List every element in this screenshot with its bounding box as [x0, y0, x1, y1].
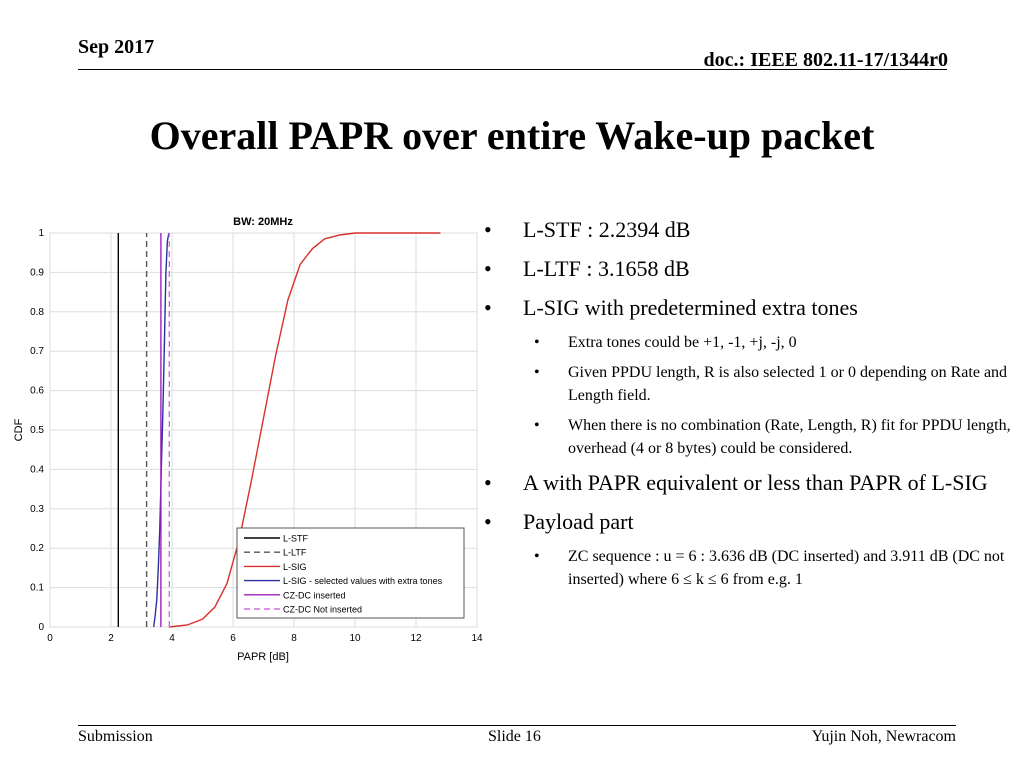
legend-label: L-SIG - selected values with extra tones [283, 576, 443, 586]
bullet-marker: • [534, 417, 540, 434]
y-tick-label: 0.4 [30, 464, 44, 475]
footer-submission: Submission [78, 728, 153, 745]
legend-label: L-LTF [283, 548, 307, 558]
legend-label: CZ-DC inserted [283, 590, 346, 600]
legend-box [236, 527, 465, 619]
y-axis-label: CDF [13, 418, 25, 441]
bullet-item: • L-STF : 2.2394 dB [478, 214, 1018, 245]
papr-cdf-chart: 0 2 4 6 8 10 12 14 0 0.1 0.2 0.3 0.4 0.5 0.6 0.7 0.8 0.9… [13, 216, 483, 663]
bullet-item: • A with PAPR equivalent or less than PAP… [478, 467, 1018, 498]
y-tick-label: 0.9 [30, 267, 44, 278]
series-line-2 [168, 232, 441, 628]
legend-label: L-STF [283, 534, 309, 544]
bullet-text: ZC sequence : u = 6 : 3.636 dB (DC inser… [568, 548, 1005, 588]
footer-slide-number: Slide 16 [488, 728, 541, 745]
bullet-text: A with PAPR equivalent or less than PAPR… [523, 470, 988, 495]
header-date: Sep 2017 [78, 36, 155, 58]
y-tick-label: 0.5 [30, 425, 44, 436]
x-tick-label: 2 [108, 633, 114, 644]
bullet-text: When there is no combination (Rate, Leng… [568, 417, 1011, 457]
legend-label: L-SIG [283, 562, 307, 572]
bullet-text: L-STF : 2.2394 dB [523, 217, 691, 242]
sub-bullet-item: • When there is no combination (Rate, Len… [478, 414, 1018, 460]
x-tick-label: 10 [349, 633, 361, 644]
bullet-marker: • [484, 256, 492, 281]
y-tick-label: 0.6 [30, 386, 44, 397]
bullet-marker: • [484, 470, 492, 495]
bullet-text: L-LTF : 3.1658 dB [523, 256, 690, 281]
x-tick-labels: 0 2 4 6 8 10 12 14 [47, 633, 483, 644]
y-tick-label: 1 [38, 228, 44, 239]
footer-divider [78, 725, 956, 726]
y-tick-label: 0.8 [30, 307, 44, 318]
chart-title: BW: 20MHz [233, 216, 293, 228]
x-tick-label: 12 [410, 633, 422, 644]
y-tick-label: 0.7 [30, 346, 44, 357]
x-tick-label: 6 [230, 633, 236, 644]
sub-bullet-item: • Given PPDU length, R is also selected 1… [478, 361, 1018, 407]
bullet-item: • Payload part [478, 506, 1018, 537]
bullet-marker: • [534, 364, 540, 381]
bullet-text: Given PPDU length, R is also selected 1 … [568, 364, 1008, 404]
header-divider [78, 69, 947, 70]
chart-series [117, 232, 441, 628]
bullet-marker: • [484, 509, 492, 534]
x-tick-label: 4 [169, 633, 175, 644]
footer-author: Yujin Noh, Newracom [811, 728, 956, 745]
bullet-marker: • [534, 334, 540, 351]
y-tick-label: 0.2 [30, 543, 44, 554]
bullet-text: L-SIG with predetermined extra tones [523, 295, 858, 320]
y-tick-label: 0 [38, 622, 44, 633]
y-tick-label: 0.1 [30, 583, 44, 594]
bullet-marker: • [534, 548, 540, 565]
sub-bullet-item: • ZC sequence : u = 6 : 3.636 dB (DC ins… [478, 545, 1018, 591]
header-doc-id: doc.: IEEE 802.11-17/1344r0 [703, 49, 948, 71]
y-tick-labels: 0 0.1 0.2 0.3 0.4 0.5 0.6 0.7 0.8 0.9 1 [30, 228, 44, 633]
bullet-list: • L-STF : 2.2394 dB • L-LTF : 3.1658 dB • L-S… [478, 214, 1018, 598]
bullet-marker: • [484, 217, 492, 242]
x-tick-label: 8 [291, 633, 297, 644]
sub-bullet-item: • Extra tones could be +1, -1, +j, -j, 0 [478, 331, 1018, 354]
bullet-item: • L-LTF : 3.1658 dB [478, 253, 1018, 284]
legend-label: CZ-DC Not inserted [283, 605, 362, 615]
x-tick-label: 14 [471, 633, 483, 644]
chart-grid [49, 232, 478, 628]
y-tick-label: 0.3 [30, 504, 44, 515]
x-tick-label: 0 [47, 633, 53, 644]
bullet-text: Extra tones could be +1, -1, +j, -j, 0 [568, 334, 797, 351]
chart-legend: L-STF L-LTF L-SIG L-SIG - selected values w… [236, 527, 465, 619]
slide-title: Overall PAPR over entire Wake-up packet [149, 113, 875, 158]
x-axis-label: PAPR [dB] [237, 651, 289, 663]
bullet-item: • L-SIG with predetermined extra tones [478, 292, 1018, 323]
bullet-text: Payload part [523, 509, 634, 534]
bullet-marker: • [484, 295, 492, 320]
